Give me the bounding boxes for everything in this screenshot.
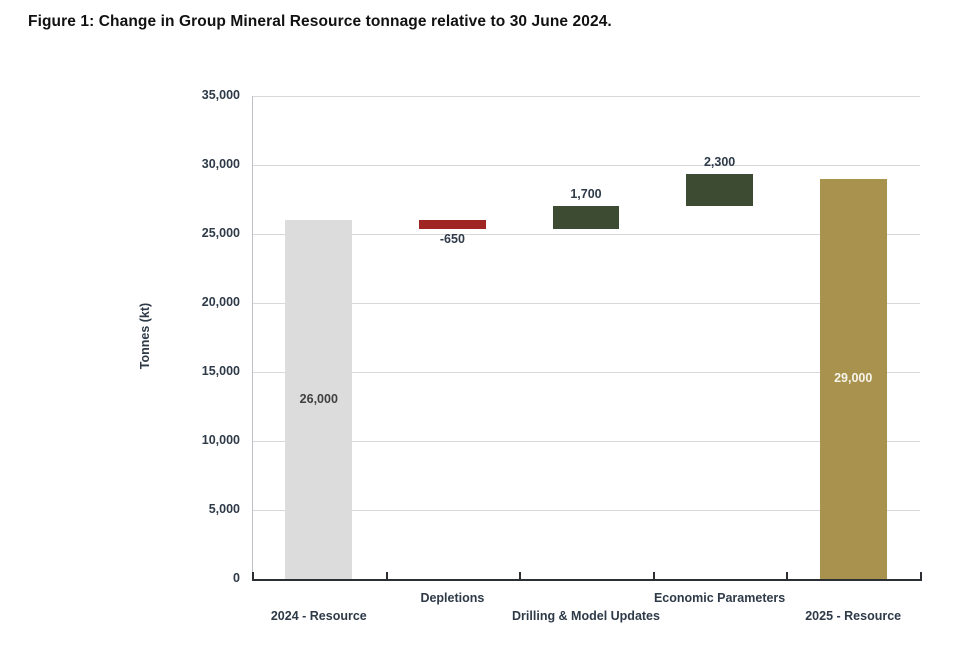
y-tick-label: 5,000 [208,502,240,516]
y-axis-line [252,96,253,579]
gridline-35000 [252,95,920,97]
y-tick-label: 20,000 [201,295,240,309]
x-category-label: Drilling & Model Updates [512,609,660,623]
gridline-25000 [252,233,920,235]
y-tick-label: 30,000 [201,157,240,171]
y-tick-label: 10,000 [201,433,240,447]
x-category-label: 2024 - Resource [270,609,367,623]
gridline-20000 [252,302,920,304]
bar-2024-resource [285,220,353,579]
y-tick-label: 25,000 [201,226,240,240]
x-axis-tick [786,572,789,579]
y-axis-title: Tonnes (kt) [138,302,152,369]
gridline-10000 [252,440,920,442]
bar-economic-parameters [686,173,753,206]
x-axis-tick [385,572,388,579]
x-category-label: 2025 - Resource [805,609,902,623]
y-tick-label: 35,000 [201,88,240,102]
x-axis-tick [252,572,254,579]
bar-depletions [419,220,486,230]
figure-title: Figure 1: Change in Group Mineral Resour… [28,13,612,30]
x-axis-line [252,579,922,581]
x-axis-tick [652,572,655,579]
bar-2025-resource [819,178,887,579]
bar-value-label: 2,300 [703,154,736,169]
bar-drilling-model-updates [552,205,620,230]
bar-value-label: 1,700 [570,186,602,201]
gridline-15000 [252,371,920,373]
gridline-30000 [252,164,920,166]
y-tick-label: 15,000 [201,364,240,378]
y-tick-label: 0 [233,571,240,585]
bar-value-label: 29,000 [834,370,873,385]
bar-value-label: 26,000 [299,391,338,406]
x-category-label: Depletions [420,591,485,605]
x-category-label: Economic Parameters [653,591,786,605]
x-axis-tick [920,572,922,579]
gridline-5000 [252,509,920,511]
bar-value-label: -650 [439,232,465,247]
x-axis-tick [519,572,522,579]
